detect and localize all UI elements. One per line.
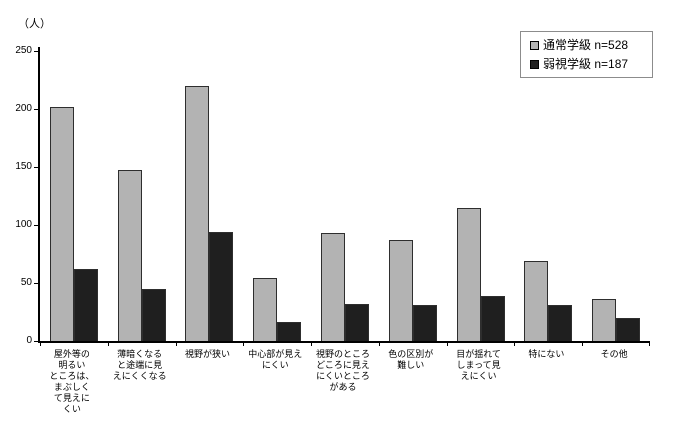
y-axis-tick: [34, 282, 38, 284]
x-axis-category-label: その他: [600, 349, 628, 359]
bar-normal-class: [592, 299, 617, 341]
x-axis-category-label: 屋外等の 明るい ところは、 まぶしく て見えに くい: [49, 349, 95, 414]
y-axis-tick: [34, 108, 38, 110]
x-axis-labels: 屋外等の 明るい ところは、 まぶしく て見えに くい 薄暗くなる と途端に見 え…: [38, 349, 648, 415]
bar-group: [311, 233, 379, 341]
bar-low-vision-class: [412, 305, 437, 341]
bar-normal-class: [388, 240, 413, 341]
y-axis-tick-label: 200: [15, 103, 32, 114]
bar-low-vision-class: [548, 305, 573, 341]
x-axis-category-label: 目が揺れて しまって見 えにくい: [456, 349, 501, 381]
y-axis-tick-label: 0: [26, 335, 32, 346]
bar-low-vision-class: [209, 232, 234, 341]
legend-item-normal-class: 通常学級 n=528: [530, 39, 645, 51]
bar-group: [108, 170, 176, 341]
legend-marker-normal-class-icon: [530, 40, 539, 50]
x-axis-category-label: 中心部が見え にくい: [248, 349, 303, 370]
y-axis-tick-label: 150: [15, 161, 32, 172]
bar-normal-class: [524, 261, 549, 341]
x-axis-category-label: 特にない: [528, 349, 565, 359]
x-axis-tick: [243, 343, 244, 346]
x-axis-tick: [176, 343, 177, 346]
bar-low-vision-class: [73, 269, 98, 341]
bar-normal-class: [456, 208, 481, 341]
x-axis-category-label: 視野が狭い: [184, 349, 230, 359]
x-axis-tick: [649, 343, 650, 346]
x-axis-tick: [379, 343, 380, 346]
x-axis-tick: [514, 343, 515, 346]
bar-group: [40, 107, 108, 341]
y-axis-tick-label: 250: [15, 45, 32, 56]
y-axis-tick: [34, 340, 38, 342]
bar-low-vision-class: [344, 304, 369, 341]
y-axis-tick: [34, 224, 38, 226]
bar-normal-class: [49, 107, 74, 341]
legend-label-normal-class: 通常学級 n=528: [543, 38, 629, 52]
y-axis-tick-label: 100: [15, 219, 32, 230]
y-axis-tick: [34, 50, 38, 52]
bar-group: [379, 240, 447, 341]
x-axis-tick: [40, 343, 41, 346]
x-axis-tick: [582, 343, 583, 346]
bar-group: [176, 86, 244, 341]
x-axis-category-label: 視野のところ どころに見え にくいところ がある: [316, 349, 371, 392]
bar-normal-class: [185, 86, 210, 341]
x-axis-category-label: 薄暗くなる と途端に見 えにくくなる: [112, 349, 167, 381]
bar-group: [447, 208, 515, 341]
y-axis-unit-label: （人）: [18, 18, 51, 30]
legend-item-low-vision-class: 弱視学級 n=187: [530, 58, 645, 70]
legend-label-low-vision-class: 弱視学級 n=187: [543, 57, 629, 71]
bar-normal-class: [253, 278, 278, 341]
bar-low-vision-class: [141, 289, 166, 341]
bar-low-vision-class: [480, 296, 505, 341]
bar-group: [582, 299, 650, 341]
x-axis-category-label: 色の区別が 難しい: [388, 349, 434, 370]
x-axis-tick: [311, 343, 312, 346]
bar-normal-class: [320, 233, 345, 341]
bar-normal-class: [117, 170, 142, 341]
y-axis-tick-label: 50: [20, 277, 32, 288]
plot-area: 0 50 100 150 200 250: [15, 45, 650, 346]
bar-group: [514, 261, 582, 341]
bar-low-vision-class: [616, 318, 641, 341]
legend: 通常学級 n=528 弱視学級 n=187: [520, 31, 653, 78]
legend-marker-low-vision-class-icon: [530, 59, 539, 69]
x-axis-tick: [108, 343, 109, 346]
y-axis-tick: [34, 166, 38, 168]
x-axis-tick: [447, 343, 448, 346]
bar-group: [243, 278, 311, 341]
bar-low-vision-class: [277, 322, 302, 341]
